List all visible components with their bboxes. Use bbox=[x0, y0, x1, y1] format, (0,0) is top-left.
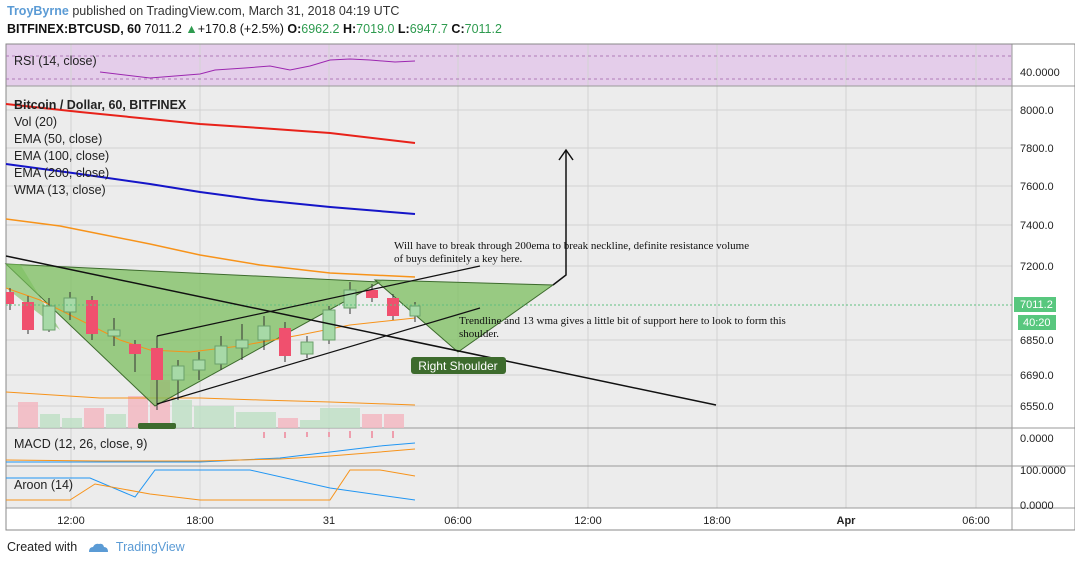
rsi-line bbox=[99, 58, 416, 79]
up-arrow-icon: ▲ bbox=[185, 22, 198, 36]
publish-info: published on TradingView.com, March 31, … bbox=[72, 4, 400, 18]
author-link[interactable]: TroyByrne bbox=[7, 4, 69, 18]
countdown-badge bbox=[1018, 315, 1056, 330]
ema100-line bbox=[5, 163, 416, 215]
aroon-pane bbox=[6, 466, 1012, 508]
price-axis bbox=[1012, 44, 1075, 508]
vol-legend[interactable]: Vol (20) bbox=[14, 115, 57, 129]
time-tick: 31 bbox=[323, 515, 335, 527]
price-tick: 7600.0 bbox=[1020, 181, 1054, 193]
time-tick: 12:00 bbox=[57, 515, 85, 527]
volume-bars bbox=[18, 380, 404, 428]
right-shoulder-badge bbox=[411, 357, 506, 374]
macd-legend[interactable]: MACD (12, 26, close, 9) bbox=[14, 437, 147, 451]
price-tick: 7400.0 bbox=[1020, 220, 1054, 232]
macd-signal-line bbox=[5, 448, 416, 462]
ema50-line bbox=[5, 218, 416, 278]
downtrend-line bbox=[5, 255, 717, 406]
last-price-value: 7011.2 bbox=[1020, 299, 1053, 311]
note-neckline-line1: Will have to break through 200ema to bre… bbox=[394, 240, 749, 252]
aroon-up-line bbox=[6, 469, 416, 501]
price-tick: 8000.0 bbox=[1020, 105, 1054, 117]
ema200-legend[interactable]: EMA (200, close) bbox=[14, 166, 109, 180]
vertical-grid bbox=[70, 44, 977, 508]
symbol-header: BITFINEX:BTCUSD, 60 7011.2 ▲+170.8 (+2.5… bbox=[7, 22, 502, 36]
ema200-line bbox=[5, 103, 416, 144]
aroon-legend[interactable]: Aroon (14) bbox=[14, 478, 73, 492]
price-tick: 6690.0 bbox=[1020, 370, 1054, 382]
created-with-label: Created with bbox=[7, 540, 78, 554]
time-tick: 18:00 bbox=[703, 515, 731, 527]
open-label: O: bbox=[287, 22, 302, 36]
price-change: +170.8 (+2.5%) bbox=[197, 22, 284, 36]
candles bbox=[6, 282, 421, 410]
head-triangle bbox=[4, 263, 382, 407]
note-neckline-line2: of buys definitely a key here. bbox=[394, 253, 523, 265]
ema50-legend[interactable]: EMA (50, close) bbox=[14, 132, 102, 146]
low-value: 6947.7 bbox=[409, 22, 448, 36]
head-badge bbox=[138, 423, 176, 429]
rsi-pane bbox=[6, 44, 1012, 86]
time-tick: 06:00 bbox=[962, 515, 990, 527]
macd-histogram bbox=[263, 431, 394, 438]
tradingview-link[interactable]: TradingView bbox=[115, 540, 185, 554]
publish-header: TroyByrne published on TradingView.com, … bbox=[7, 4, 399, 18]
price-tick: 6850.0 bbox=[1020, 335, 1054, 347]
price-tick: 6550.0 bbox=[1020, 401, 1054, 413]
aroon-axis-tick: 0.0000 bbox=[1020, 500, 1054, 512]
close-value: 7011.2 bbox=[464, 22, 502, 36]
time-tick: 18:00 bbox=[186, 515, 214, 527]
volume-ma-line bbox=[5, 391, 416, 406]
macd-axis-tick: 0.0000 bbox=[1020, 433, 1054, 445]
arrow-head-icon bbox=[558, 148, 574, 161]
high-label: H: bbox=[342, 22, 357, 36]
open-value: 6962.2 bbox=[301, 22, 340, 36]
rsi-legend[interactable]: RSI (14, close) bbox=[14, 54, 97, 68]
footer: Created with TradingView bbox=[7, 540, 185, 554]
macd-line bbox=[6, 442, 416, 463]
ema100-legend[interactable]: EMA (100, close) bbox=[14, 149, 109, 163]
symbol-name[interactable]: BITFINEX:BTCUSD, 60 bbox=[7, 22, 142, 36]
last-price-badge bbox=[1014, 297, 1056, 312]
wma13-legend[interactable]: WMA (13, close) bbox=[14, 183, 106, 197]
price-tick: 7200.0 bbox=[1020, 261, 1054, 273]
note-support-line2: shoulder. bbox=[459, 328, 499, 340]
support-trendline bbox=[156, 307, 481, 405]
rsi-axis-tick: 40.0000 bbox=[1020, 67, 1060, 79]
channel-upper-line bbox=[156, 265, 481, 337]
aroon-down-line bbox=[6, 469, 416, 501]
series-title[interactable]: Bitcoin / Dollar, 60, BITFINEX bbox=[14, 98, 187, 112]
high-value: 7019.0 bbox=[356, 22, 395, 36]
last-price: 7011.2 bbox=[144, 22, 182, 36]
low-label: L: bbox=[397, 22, 410, 36]
right-shoulder-label: Right Shoulder bbox=[418, 359, 497, 373]
time-tick: Apr bbox=[837, 515, 857, 527]
time-tick: 06:00 bbox=[444, 515, 472, 527]
time-tick: 12:00 bbox=[574, 515, 602, 527]
breakout-arrow-line bbox=[552, 150, 567, 286]
macd-pane bbox=[6, 428, 1012, 466]
countdown-value: 40:20 bbox=[1023, 317, 1051, 329]
close-label: C: bbox=[451, 22, 465, 36]
note-support-line1: Trendline and 13 wma gives a little bit … bbox=[459, 315, 786, 327]
price-tick: 7800.0 bbox=[1020, 143, 1054, 155]
tradingview-cloud-icon bbox=[88, 543, 108, 552]
aroon-axis-tick: 100.0000 bbox=[1020, 465, 1066, 477]
time-axis bbox=[6, 508, 1012, 530]
